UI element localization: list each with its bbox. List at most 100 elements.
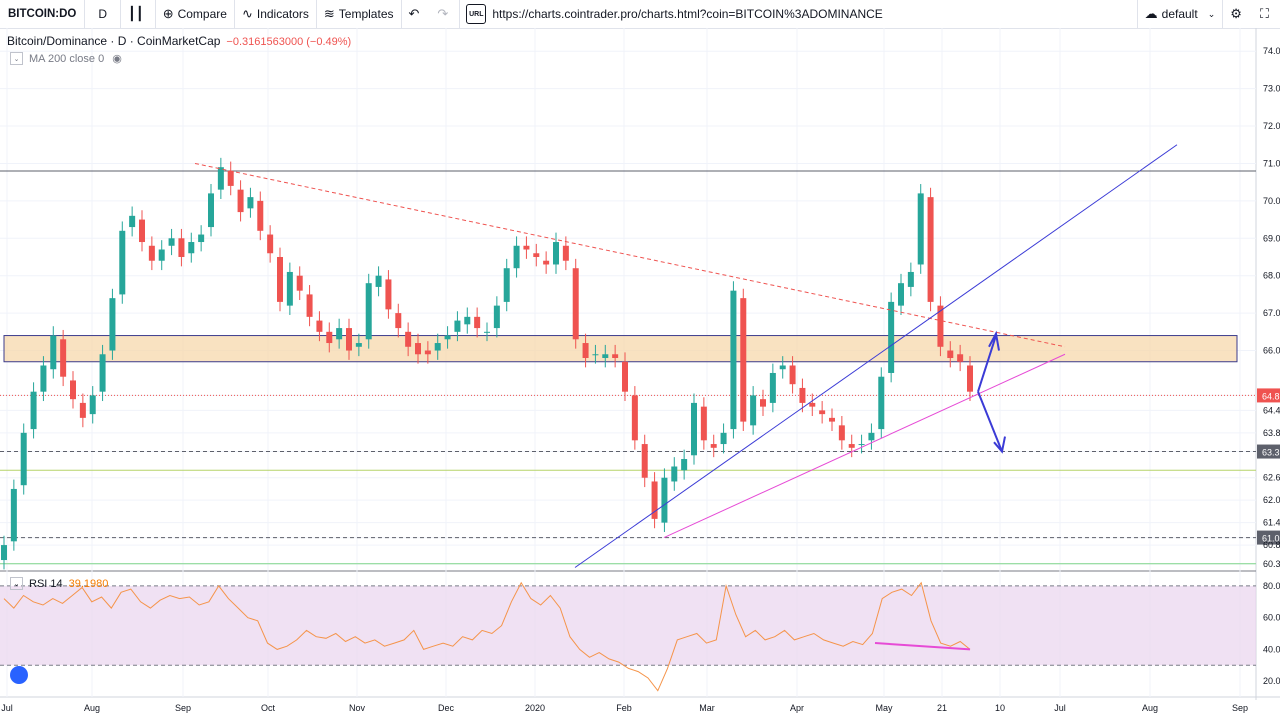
chart-type-button[interactable]: ┃┃: [121, 0, 156, 28]
price-tick-label: 73.0: [1263, 84, 1280, 94]
candle-body: [277, 256, 283, 302]
candle-body: [858, 444, 865, 446]
symbol-search-button[interactable]: BITCOIN:DO: [0, 0, 86, 28]
templates-label: Templates: [338, 7, 394, 21]
candle-body: [533, 253, 540, 257]
time-tick-label: 21: [937, 703, 947, 713]
candle-body: [493, 305, 500, 329]
candle-body: [198, 234, 205, 243]
candle-body: [907, 271, 914, 287]
gear-icon: ⚙: [1230, 6, 1242, 21]
price-tick-label: 63.8: [1263, 428, 1280, 438]
redo-icon: ↷: [437, 6, 449, 21]
candle-body: [671, 466, 678, 482]
candle-body: [622, 361, 628, 392]
indicators-button[interactable]: ∿ Indicators: [235, 0, 317, 28]
candle-body: [326, 331, 333, 344]
interval-label: D: [98, 7, 108, 21]
candle-body: [562, 245, 569, 261]
candle-body: [415, 343, 421, 355]
rsi-tick-label: 40.0: [1263, 644, 1280, 654]
candle-body: [129, 215, 136, 228]
candle-body: [917, 193, 924, 265]
ma-legend[interactable]: ⌄ MA 200 close 0 ◉: [10, 52, 122, 65]
price-tick-label: 72.0: [1263, 121, 1280, 131]
candle-body: [247, 197, 254, 209]
rsi-legend: ⌄ RSI 14 39.1980: [10, 577, 108, 590]
time-tick-label: 2020: [525, 703, 545, 713]
candle-body: [957, 354, 964, 362]
candle-body: [710, 444, 717, 448]
candle-body: [148, 245, 155, 261]
templates-button[interactable]: ≋ Templates: [317, 0, 402, 28]
candle-body: [474, 316, 481, 329]
candle-body: [119, 230, 126, 295]
candle-body: [217, 167, 224, 190]
candle-body: [306, 294, 313, 317]
candle-body: [740, 298, 747, 422]
url-text: https://charts.cointrader.pro/charts.htm…: [492, 7, 883, 21]
legend-title: Bitcoin/Dominance · D · CoinMarketCap: [7, 34, 221, 48]
candle-body: [139, 219, 145, 243]
time-tick-label: Aug: [1142, 703, 1158, 713]
price-tick-label: 71.0: [1263, 158, 1280, 168]
candle-body: [582, 343, 589, 359]
time-tick-label: Nov: [349, 703, 366, 713]
candle-body: [355, 343, 362, 347]
time-tick-label: 10: [995, 703, 1005, 713]
time-tick-label: Oct: [261, 703, 276, 713]
fullscreen-button[interactable]: ⛶: [1253, 0, 1280, 28]
price-tick-label: 62.6: [1263, 473, 1280, 483]
candle-body: [89, 395, 96, 415]
candle-body: [513, 245, 520, 269]
time-tick-label: Sep: [1232, 703, 1248, 713]
indicators-icon: ∿: [241, 6, 253, 21]
candle-body: [700, 406, 707, 441]
interval-button[interactable]: D: [85, 0, 122, 28]
layout-label: default: [1161, 7, 1198, 21]
price-tick-label: 70.0: [1263, 196, 1280, 206]
candle-body: [365, 283, 372, 340]
candle-body: [523, 245, 530, 250]
time-tick-label: May: [875, 703, 893, 713]
rsi-tick-label: 60.0: [1263, 613, 1280, 623]
rsi-label: RSI 14: [29, 577, 63, 590]
candle-body: [444, 335, 451, 340]
candle-body: [385, 279, 392, 310]
redo-button[interactable]: ↷: [430, 0, 461, 28]
hide-eye-icon[interactable]: ◉: [112, 53, 122, 65]
tradingview-logo[interactable]: [10, 666, 28, 684]
compare-label: Compare: [177, 7, 227, 21]
compare-button[interactable]: ⊕ Compare: [156, 0, 235, 28]
resistance-trendline: [194, 162, 1066, 348]
candle-body: [168, 238, 175, 246]
candle-body: [947, 350, 954, 359]
collapse-icon[interactable]: ⌄: [10, 52, 23, 65]
candle-body: [789, 365, 796, 385]
candle-body: [720, 432, 727, 445]
level-tag-label: 63.3: [1262, 448, 1280, 458]
rsi-value: 39.1980: [68, 577, 109, 590]
url-bar[interactable]: URL https://charts.cointrader.pro/charts…: [466, 4, 883, 24]
rsi-collapse-icon[interactable]: ⌄: [10, 577, 23, 590]
candle-body: [641, 444, 648, 478]
layout-button[interactable]: ☁ default ⌄: [1136, 0, 1224, 28]
candle-body: [109, 298, 116, 351]
candle-body: [760, 399, 766, 407]
candle-body: [454, 320, 461, 332]
settings-button[interactable]: ⚙: [1223, 0, 1253, 28]
candle-body: [227, 170, 234, 186]
candle-body: [730, 290, 737, 430]
candle-body: [898, 283, 904, 306]
rsi-divergence-line: [874, 642, 971, 651]
candle-body: [799, 387, 806, 403]
resistance-zone: [3, 335, 1238, 363]
price-tick-label: 62.0: [1263, 495, 1280, 505]
candle-body: [424, 350, 431, 355]
plus-circle-icon: ⊕: [162, 6, 174, 21]
candle-body: [769, 372, 776, 403]
undo-button[interactable]: ↶: [402, 0, 431, 28]
down-arrow: [977, 391, 1003, 452]
candle-body: [296, 275, 303, 291]
